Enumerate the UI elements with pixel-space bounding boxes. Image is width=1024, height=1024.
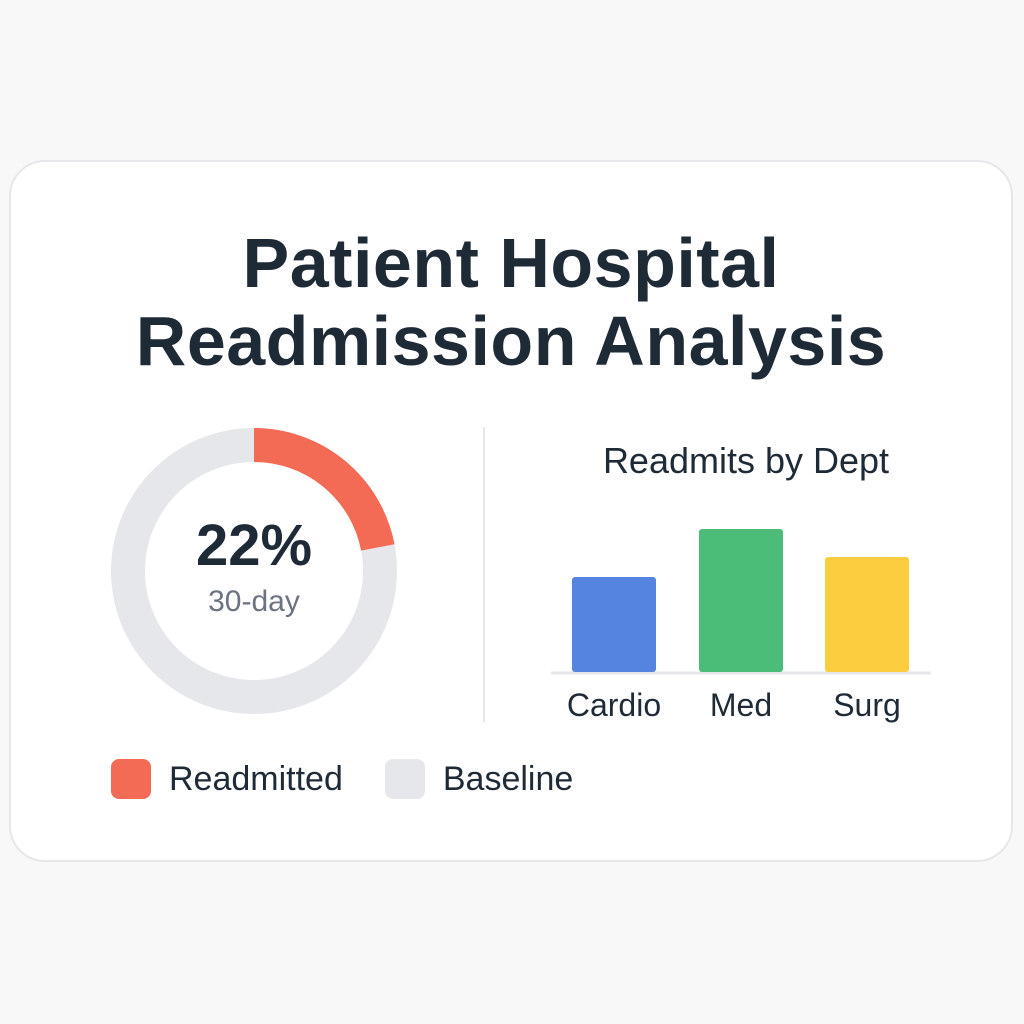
tick-label-surg: Surg <box>833 687 901 723</box>
bar-chart-title: Readmits by Dept <box>602 440 890 481</box>
donut-slice-readmitted <box>111 428 397 714</box>
donut-center-value: 22% <box>195 513 313 578</box>
donut-center-label: 30-day <box>208 585 300 618</box>
legend-item-readmitted: Readmitted <box>111 759 343 799</box>
section-divider <box>483 427 485 722</box>
readmission-card: Patient Hospital Readmission Analysis 22… <box>9 160 1013 862</box>
legend-label-baseline: Baseline <box>442 759 574 798</box>
bar-med <box>699 529 783 672</box>
tick-label-med: Med <box>710 687 772 723</box>
tick-label-cardio: Cardio <box>567 687 661 723</box>
readmission-donut-chart: 22% 30-day <box>109 426 399 716</box>
donut-legend: Readmitted Baseline <box>111 757 615 801</box>
donut-svg <box>111 428 397 714</box>
dept-bar-chart: Cardio Med Surg <box>551 529 931 723</box>
bar-surg <box>825 557 909 672</box>
legend-label-readmitted: Readmitted <box>169 759 343 798</box>
legend-swatch-baseline <box>384 759 425 799</box>
page-title: Patient Hospital Readmission Analysis <box>135 224 887 380</box>
legend-item-baseline: Baseline <box>384 759 574 799</box>
bar-cardio <box>572 577 656 672</box>
donut-center: 22% 30-day <box>109 426 399 716</box>
legend-swatch-readmitted <box>111 759 151 799</box>
